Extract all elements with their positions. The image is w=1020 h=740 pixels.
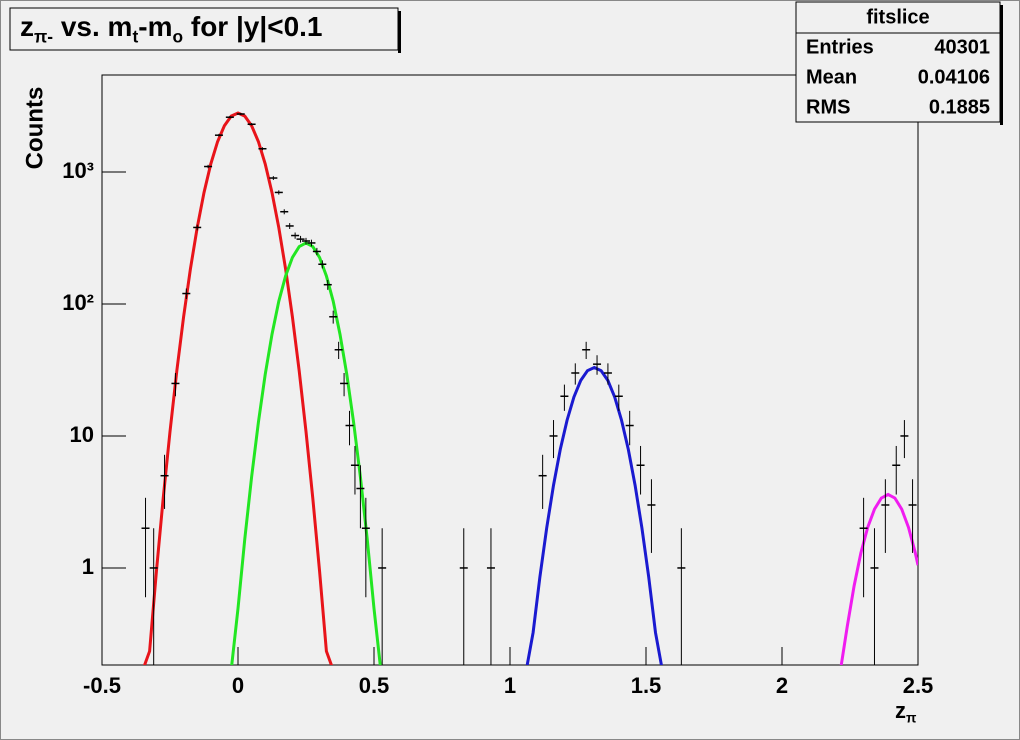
x-tick-label: 1	[504, 673, 516, 698]
chart-title-part: z	[20, 11, 34, 42]
stats-label: Entries	[806, 36, 874, 58]
x-tick-label: -0.5	[83, 673, 121, 698]
y-tick-label: 10²	[62, 290, 94, 315]
chart-title-part: π-	[34, 26, 53, 46]
axes: -0.5 0 0.5 1 1.5 2 2.5 1 10 10² 10³ zπ Counts	[21, 87, 933, 726]
chart-title: zπ- vs. mt-mo for |y|<0.1	[20, 11, 323, 46]
stats-title: fitslice	[866, 6, 929, 28]
fit-curve	[525, 365, 663, 665]
x-tick-label: 2	[776, 673, 788, 698]
title-box	[9, 7, 399, 51]
chart-title-part: o	[172, 26, 183, 46]
y-tick-label: 10	[70, 422, 94, 447]
y-tick-label: 10³	[62, 158, 94, 183]
chart-title-part: vs. m	[53, 11, 132, 42]
stats-label: Mean	[806, 66, 857, 88]
stats-shadow	[1000, 5, 1003, 125]
y-axis-label: Counts	[21, 87, 48, 170]
plot-area	[141, 111, 918, 665]
fit-curve	[839, 492, 918, 665]
x-axis-label-part: z	[895, 698, 906, 723]
stats-label: RMS	[806, 96, 850, 118]
y-tick-label: 1	[82, 554, 94, 579]
x-tick-label: 0.5	[359, 673, 390, 698]
chart-title-part: for |y|<0.1	[183, 11, 322, 42]
stats-value: 0.04106	[918, 66, 990, 88]
stats-box	[795, 1, 1001, 123]
fit-curve	[143, 111, 333, 665]
x-axis-label-part: π	[906, 710, 917, 725]
x-tick-label: 1.5	[631, 673, 662, 698]
plot-frame	[101, 74, 919, 666]
stats-value: 40301	[934, 36, 990, 58]
x-tick-label: 0	[232, 673, 244, 698]
chart-title-part: -m	[138, 11, 172, 42]
x-axis-label: zπ	[895, 698, 917, 725]
stats-value: 0.1885	[929, 96, 990, 118]
title-shadow	[398, 11, 401, 53]
chart-title-part: t	[132, 26, 138, 46]
x-tick-label: 2.5	[903, 673, 934, 698]
